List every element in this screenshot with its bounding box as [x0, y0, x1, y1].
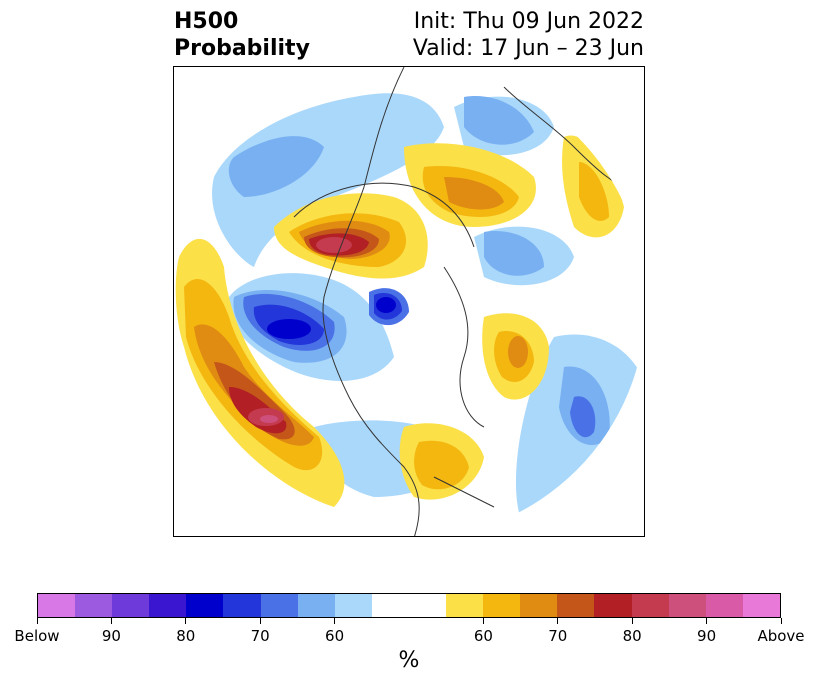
legend-tick-label: 90 [697, 627, 717, 645]
below-normal-90-regions [267, 297, 396, 339]
legend-swatch [297, 594, 335, 617]
legend-tick-label: Below [14, 627, 60, 645]
polar-stereographic-map [174, 67, 644, 536]
legend-tick-label: 60 [473, 627, 493, 645]
legend-tick-mark [185, 618, 187, 624]
title-variable: H500 [174, 9, 239, 34]
legend-swatch [557, 594, 595, 617]
legend-swatch [705, 594, 743, 617]
legend-tick-mark [334, 618, 336, 624]
legend-swatch [631, 594, 669, 617]
legend-tick-label: 90 [101, 627, 121, 645]
valid-range: Valid: 17 Jun – 23 Jun [412, 36, 644, 61]
legend-tick-label: 80 [176, 627, 196, 645]
legend-swatch [483, 594, 521, 617]
legend-tick-mark [706, 618, 708, 624]
legend-swatch [334, 594, 372, 617]
legend-tick-label: 60 [325, 627, 345, 645]
coastlines [293, 67, 644, 536]
legend-tick-mark [557, 618, 559, 624]
legend-swatch [75, 594, 113, 617]
legend-swatch [594, 594, 632, 617]
legend-swatch [149, 594, 187, 617]
legend-tick-label: 70 [250, 627, 270, 645]
legend-tick-label: 70 [548, 627, 568, 645]
legend-swatch [371, 594, 409, 617]
legend-swatch [668, 594, 706, 617]
legend-swatch [446, 594, 484, 617]
map-date-info: Init: Thu 09 Jun 2022 Valid: 17 Jun – 23… [413, 8, 644, 62]
legend-swatch [408, 594, 447, 617]
legend-swatch [112, 594, 150, 617]
legend-swatch [742, 594, 780, 617]
map-title: H500 Probability [174, 8, 310, 62]
legend-tick-label: Above [757, 627, 805, 645]
init-date: Init: Thu 09 Jun 2022 [413, 9, 644, 34]
legend-tick-mark [36, 618, 38, 624]
legend-swatch [38, 594, 76, 617]
legend-swatch [520, 594, 558, 617]
legend-swatch [260, 594, 298, 617]
color-legend-bar [37, 593, 781, 618]
legend-swatch [223, 594, 261, 617]
above-normal-90-regions [260, 415, 278, 423]
legend-swatch [186, 594, 224, 617]
legend-tick-mark [259, 618, 261, 624]
legend-tick-mark [780, 618, 782, 624]
legend-unit: % [398, 648, 420, 673]
title-subtitle: Probability [174, 36, 310, 61]
legend-tick-mark [482, 618, 484, 624]
probability-map [173, 66, 645, 537]
legend-tick-mark [631, 618, 633, 624]
legend-tick-mark [110, 618, 112, 624]
legend-tick-label: 80 [622, 627, 642, 645]
